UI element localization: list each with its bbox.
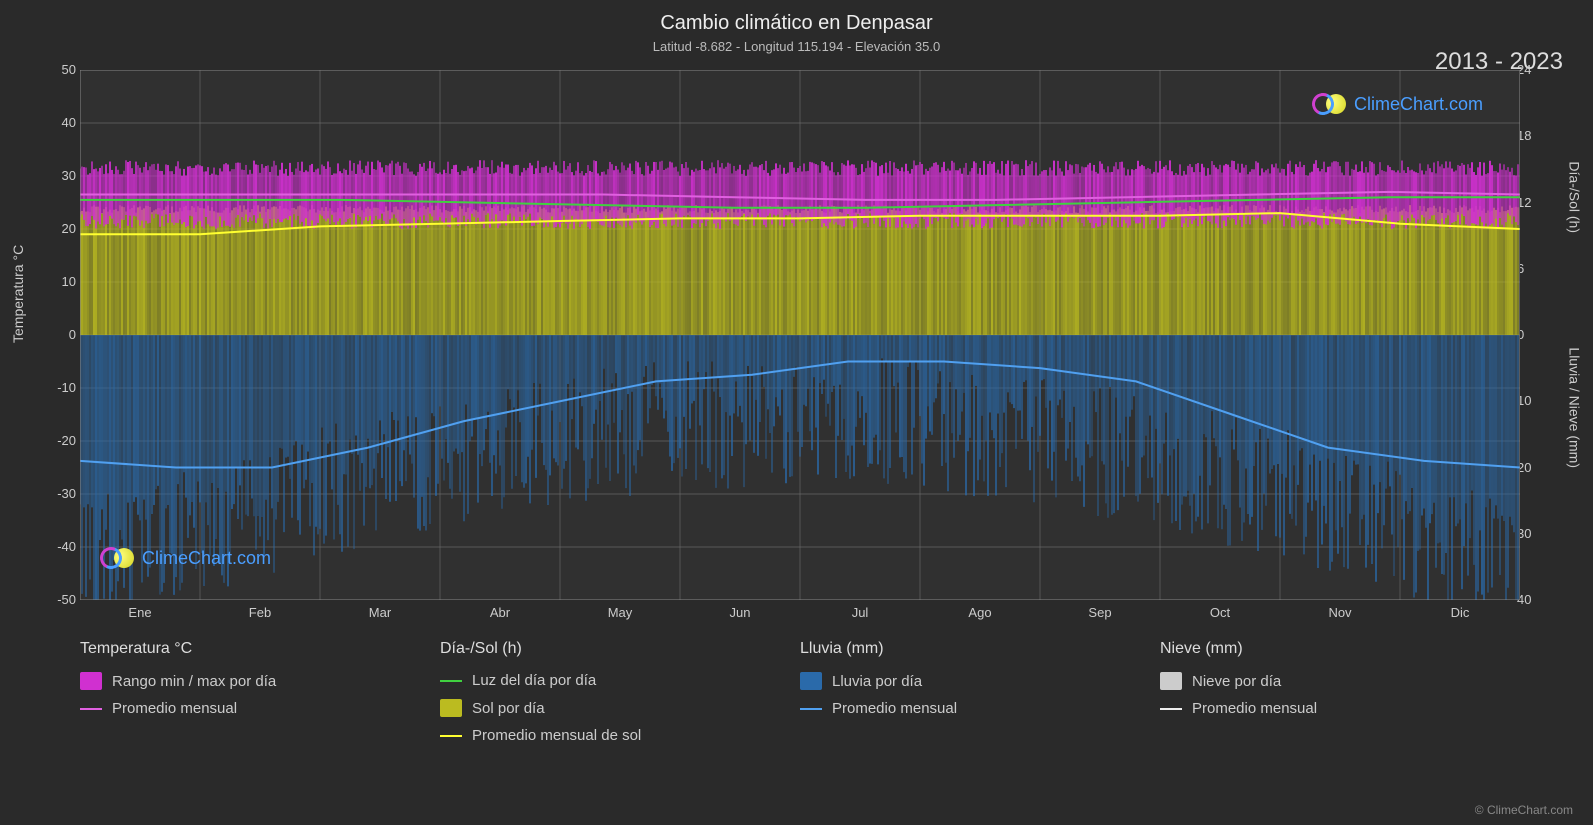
y-tick-right: 0	[1517, 327, 1545, 342]
chart-container: Cambio climático en Denpasar Latitud -8.…	[0, 0, 1593, 825]
legend-label: Sol por día	[472, 700, 545, 717]
y-tick-right: 30	[1517, 526, 1545, 541]
y-tick-left: -40	[48, 539, 76, 554]
legend-column: Lluvia (mm) Lluvia por día Promedio mensua…	[800, 640, 1160, 754]
legend-item: Lluvia por día	[800, 672, 1160, 690]
legend-label: Nieve por día	[1192, 673, 1281, 690]
x-tick: Oct	[1195, 605, 1245, 620]
legend-column: Día-/Sol (h) Luz del día por día Sol por d…	[440, 640, 800, 754]
y-tick-right: 40	[1517, 592, 1545, 607]
y-tick-right: 24	[1517, 62, 1545, 77]
y-tick-left: 20	[48, 221, 76, 236]
y-tick-left: 50	[48, 62, 76, 77]
x-tick: Ene	[115, 605, 165, 620]
plot-area	[80, 70, 1520, 600]
legend-header: Temperatura °C	[80, 640, 440, 658]
legend-swatch-icon	[1160, 672, 1182, 690]
y-axis-right-bottom-label: Lluvia / Nieve (mm)	[1567, 347, 1583, 468]
legend-label: Luz del día por día	[472, 672, 596, 689]
y-tick-left: 0	[48, 327, 76, 342]
legend-item: Promedio mensual	[1160, 700, 1520, 717]
legend-line-icon	[440, 680, 462, 682]
legend-label: Lluvia por día	[832, 673, 922, 690]
y-tick-right: 12	[1517, 195, 1545, 210]
watermark-top: ClimeChart.com	[1312, 90, 1483, 118]
legend-line-icon	[800, 708, 822, 710]
legend-swatch-icon	[440, 699, 462, 717]
watermark-text: ClimeChart.com	[1354, 94, 1483, 115]
legend-header: Nieve (mm)	[1160, 640, 1520, 658]
legend-line-icon	[440, 735, 462, 737]
legend-swatch-icon	[800, 672, 822, 690]
x-tick: Nov	[1315, 605, 1365, 620]
legend: Temperatura °C Rango min / max por día Pro…	[80, 640, 1520, 754]
x-tick: Jun	[715, 605, 765, 620]
legend-label: Promedio mensual de sol	[472, 727, 641, 744]
legend-item: Nieve por día	[1160, 672, 1520, 690]
y-tick-left: 30	[48, 168, 76, 183]
legend-label: Promedio mensual	[1192, 700, 1317, 717]
logo-icon	[1312, 90, 1348, 118]
y-axis-left-label: Temperatura °C	[10, 245, 26, 343]
y-tick-right: 10	[1517, 393, 1545, 408]
legend-item: Promedio mensual	[80, 700, 440, 717]
y-tick-left: -50	[48, 592, 76, 607]
legend-label: Promedio mensual	[112, 700, 237, 717]
y-tick-left: -10	[48, 380, 76, 395]
x-tick: Sep	[1075, 605, 1125, 620]
y-tick-left: -30	[48, 486, 76, 501]
legend-header: Lluvia (mm)	[800, 640, 1160, 658]
legend-line-icon	[80, 708, 102, 710]
legend-item: Sol por día	[440, 699, 800, 717]
x-tick: Dic	[1435, 605, 1485, 620]
legend-item: Rango min / max por día	[80, 672, 440, 690]
y-tick-left: -20	[48, 433, 76, 448]
legend-swatch-icon	[80, 672, 102, 690]
x-tick: Jul	[835, 605, 885, 620]
watermark-bottom: ClimeChart.com	[100, 544, 271, 572]
legend-header: Día-/Sol (h)	[440, 640, 800, 658]
copyright-label: © ClimeChart.com	[1475, 803, 1573, 817]
legend-column: Temperatura °C Rango min / max por día Pro…	[80, 640, 440, 754]
y-tick-left: 40	[48, 115, 76, 130]
legend-item: Luz del día por día	[440, 672, 800, 689]
chart-title: Cambio climático en Denpasar	[0, 0, 1593, 35]
x-tick: Feb	[235, 605, 285, 620]
x-tick: Ago	[955, 605, 1005, 620]
y-tick-right: 18	[1517, 128, 1545, 143]
x-tick: May	[595, 605, 645, 620]
chart-subtitle: Latitud -8.682 - Longitud 115.194 - Elev…	[0, 35, 1593, 54]
x-tick: Mar	[355, 605, 405, 620]
legend-label: Promedio mensual	[832, 700, 957, 717]
y-tick-right: 20	[1517, 460, 1545, 475]
legend-item: Promedio mensual de sol	[440, 727, 800, 744]
y-tick-right: 6	[1517, 261, 1545, 276]
legend-line-icon	[1160, 708, 1182, 710]
legend-column: Nieve (mm) Nieve por día Promedio mensual	[1160, 640, 1520, 754]
y-axis-right-top-label: Día-/Sol (h)	[1567, 161, 1583, 233]
legend-item: Promedio mensual	[800, 700, 1160, 717]
legend-label: Rango min / max por día	[112, 673, 276, 690]
y-tick-left: 10	[48, 274, 76, 289]
x-tick: Abr	[475, 605, 525, 620]
logo-icon	[100, 544, 136, 572]
watermark-text: ClimeChart.com	[142, 548, 271, 569]
